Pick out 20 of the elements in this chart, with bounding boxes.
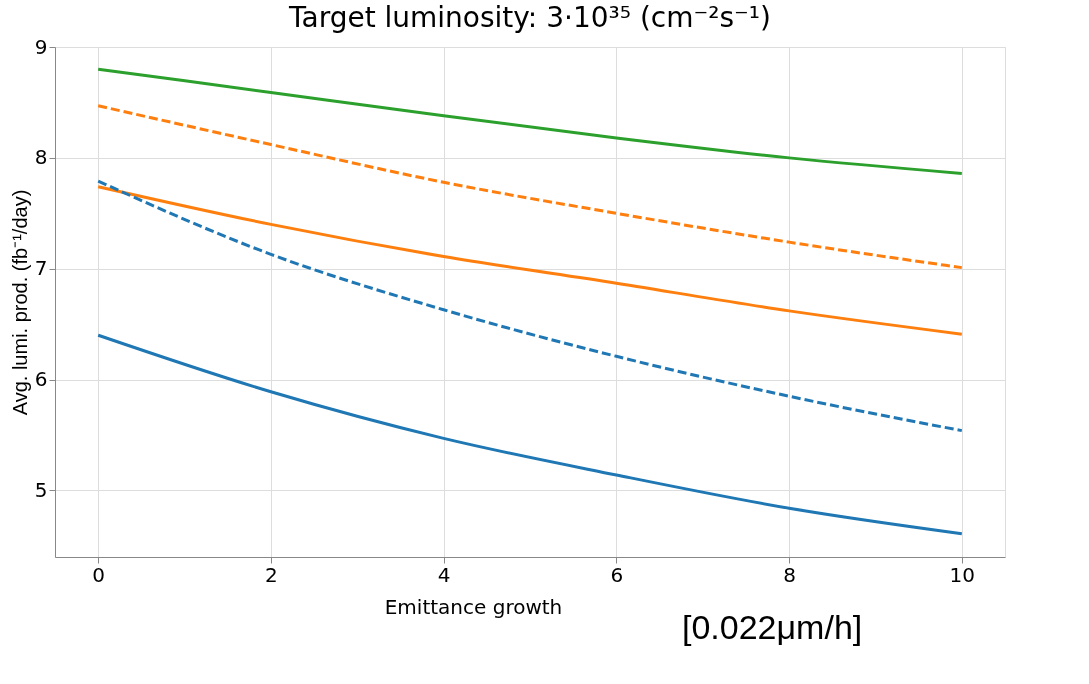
line-series (96, 104, 964, 270)
x-tick-label: 0 (92, 562, 106, 587)
chart-title: Target luminosity: 3·10³⁵ (cm⁻²s⁻¹) (287, 1, 772, 34)
x-tick-label: 8 (783, 562, 796, 587)
line-series (96, 185, 964, 336)
line-series (96, 67, 964, 175)
y-tick-label: 9 (34, 34, 48, 59)
x-tick-label: 10 (949, 562, 976, 587)
y-tick-label: 5 (34, 477, 48, 502)
y-tick-label: 6 (34, 367, 48, 392)
y-tick-label: 8 (34, 145, 48, 170)
x-tick-label: 6 (610, 562, 624, 587)
x-tick-label: 4 (437, 562, 451, 587)
y-tick-label: 7 (34, 256, 48, 281)
line-series (96, 333, 964, 536)
text: [0.022μm/h] (682, 608, 863, 646)
y-axis-title: Avg. lumi. prod. (fb⁻¹/day) (8, 189, 31, 416)
x-tick-label: 2 (265, 562, 278, 587)
x-axis-title: Emittance growth (384, 594, 563, 619)
line-series (96, 179, 964, 433)
